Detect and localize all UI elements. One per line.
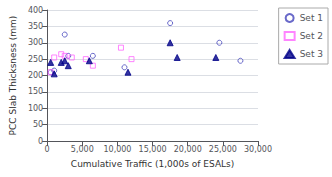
svg-text:100: 100 [28, 104, 43, 113]
svg-text:15,000: 15,000 [139, 145, 167, 154]
svg-text:Set 2: Set 2 [300, 31, 323, 41]
svg-text:300: 300 [28, 38, 43, 47]
svg-text:PCC Slab Thicksness (mm): PCC Slab Thicksness (mm) [8, 16, 18, 136]
svg-text:250: 250 [28, 55, 43, 64]
svg-text:350: 350 [28, 22, 43, 31]
svg-text:5,000: 5,000 [71, 145, 94, 154]
svg-text:200: 200 [28, 71, 43, 80]
svg-text:Cumulative Traffic (1,000s of: Cumulative Traffic (1,000s of ESALs) [71, 159, 234, 169]
svg-text:30,000: 30,000 [244, 145, 272, 154]
svg-text:Set 3: Set 3 [300, 49, 323, 59]
svg-text:Set 1: Set 1 [300, 13, 323, 23]
svg-text:0: 0 [45, 145, 50, 154]
svg-text:20,000: 20,000 [174, 145, 202, 154]
svg-text:150: 150 [28, 87, 43, 96]
svg-text:400: 400 [28, 6, 43, 15]
svg-text:50: 50 [33, 120, 43, 129]
svg-text:10,000: 10,000 [103, 145, 131, 154]
svg-text:25,000: 25,000 [209, 145, 237, 154]
svg-text:0: 0 [38, 137, 43, 146]
